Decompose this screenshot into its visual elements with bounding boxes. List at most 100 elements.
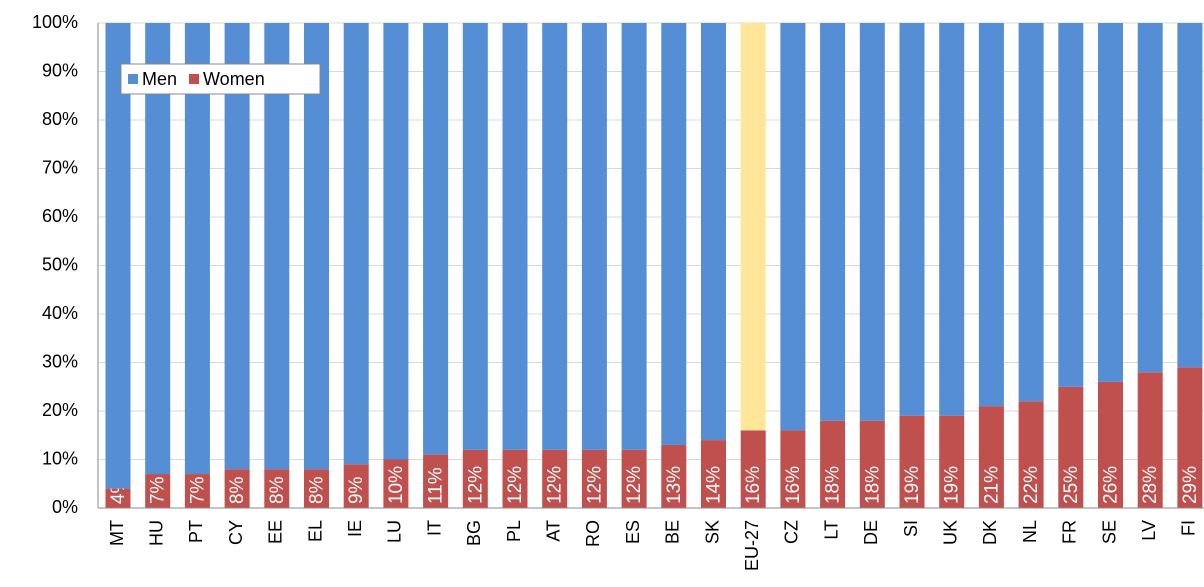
data-label: 18% (862, 466, 883, 504)
bar-segment (1177, 23, 1203, 368)
bar-segment (1018, 401, 1044, 508)
legend: Men Women (120, 63, 321, 95)
bar-segment (1098, 23, 1123, 382)
x-tick-label: AT (543, 520, 563, 542)
bar-segment (978, 406, 1004, 508)
y-tick-label: 10% (42, 448, 78, 468)
data-label: 9% (346, 476, 367, 504)
x-tick-label: FR (1060, 520, 1080, 544)
bar-segment (899, 415, 925, 508)
data-label: 7% (187, 476, 208, 504)
bar-segment (621, 449, 647, 508)
x-tick-label: ES (623, 520, 643, 544)
bar-segment (105, 488, 131, 508)
x-tick-label: SK (702, 520, 722, 544)
data-label: 14% (704, 466, 725, 504)
x-tick-label: DK (980, 520, 1000, 545)
x-tick-label: UK (940, 520, 960, 545)
bar-segment (264, 23, 290, 470)
legend-label: Women (203, 69, 265, 89)
bar-segment (1137, 23, 1163, 373)
bar-segment (145, 23, 171, 475)
bar-segment (462, 23, 488, 450)
data-label: 8% (307, 476, 328, 504)
bar-segment (184, 474, 210, 508)
bar-segment (1018, 23, 1044, 402)
bar-segment (383, 23, 409, 460)
bar-segment (224, 23, 250, 470)
y-tick-label: 90% (42, 60, 78, 80)
bar-segment (1098, 381, 1123, 508)
bar-segment (145, 474, 171, 508)
y-tick-label: 20% (42, 400, 78, 420)
legend-swatch (189, 74, 200, 84)
data-label: 10% (386, 466, 407, 504)
bar-segment (780, 23, 806, 431)
bar-segment (740, 23, 766, 431)
bar-segment (820, 420, 846, 508)
y-tick-label: 80% (42, 109, 78, 129)
bar-segment (939, 415, 965, 508)
bar-segment (502, 23, 528, 450)
y-tick-label: 50% (42, 254, 78, 274)
bar-segment (701, 23, 726, 441)
bar-segment (184, 23, 210, 475)
x-tick-label: FI (1179, 520, 1199, 536)
x-tick-label: PL (504, 520, 524, 542)
data-label: 19% (942, 466, 963, 504)
bar-segment (423, 454, 449, 508)
bar-segment (1058, 23, 1084, 387)
bar-segment (542, 449, 568, 508)
data-label: 28% (1140, 466, 1161, 504)
x-tick-label: HU (146, 520, 166, 546)
bar-segment (899, 23, 925, 416)
bar-segment (859, 23, 885, 421)
bar-segment (304, 469, 329, 508)
bar-segment (1137, 372, 1163, 508)
y-tick-label: 30% (42, 351, 78, 371)
bar-segment (542, 23, 568, 450)
bar-segment (383, 459, 409, 508)
x-tick-label: MT (107, 520, 127, 546)
bar-segment (701, 440, 726, 508)
bar-segment (661, 23, 687, 445)
data-label: 18% (823, 466, 844, 504)
x-tick-label: IE (345, 520, 365, 537)
y-tick-label: 0% (52, 497, 78, 517)
bar-segment (621, 23, 647, 450)
bar-segment (1177, 367, 1203, 508)
bar-segment (581, 449, 607, 508)
data-label: 8% (267, 476, 288, 504)
bar-segment (304, 23, 329, 470)
x-tick-label: BE (663, 520, 683, 544)
bar-segment (978, 23, 1004, 407)
data-label: 8% (227, 476, 248, 504)
data-label: 21% (981, 466, 1002, 504)
x-tick-label: DE (861, 520, 881, 545)
bar-segment (462, 449, 488, 508)
bar-segment (423, 23, 449, 455)
x-tick-label: EL (305, 520, 325, 542)
data-label: 12% (584, 466, 605, 504)
legend-label: Men (142, 69, 177, 89)
data-label: 16% (783, 466, 804, 504)
x-tick-label: CZ (782, 520, 802, 544)
x-tick-label: LV (1139, 520, 1159, 541)
bar-segment (343, 23, 369, 465)
x-tick-label: EU-27 (742, 520, 762, 571)
x-tick-label: SI (901, 520, 921, 537)
bar-segment (1058, 386, 1084, 508)
x-tick-label: LT (821, 520, 841, 540)
x-tick-label: CY (226, 520, 246, 545)
x-tick-label: NL (1020, 520, 1040, 543)
bar-segment (343, 464, 369, 508)
x-tick-label: LU (385, 520, 405, 543)
data-label: 13% (664, 466, 685, 504)
data-label: 29% (1180, 466, 1201, 504)
data-label: 12% (465, 466, 486, 504)
data-label: 12% (624, 466, 645, 504)
bar-segment (820, 23, 846, 421)
bar-segment (502, 449, 528, 508)
legend-swatch (128, 74, 138, 84)
